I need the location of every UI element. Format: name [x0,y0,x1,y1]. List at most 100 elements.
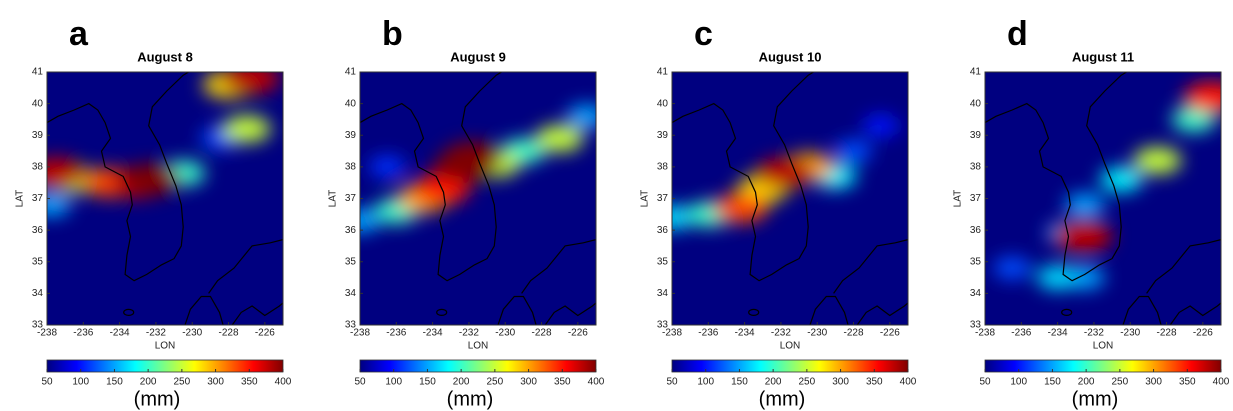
x-axis-label: LON [780,341,801,352]
colorbar-tick-label: 200 [1078,377,1095,388]
rain-cell [1133,147,1182,174]
y-tick-label: 34 [32,288,44,299]
y-axis-label: LAT [640,190,651,208]
x-tick-label: -236 [698,328,718,339]
y-tick-label: 33 [345,320,357,331]
y-tick-label: 37 [657,193,669,204]
panel: c August 10 -238 -236 -234 -232 -230 -228 -226 33… [640,15,917,410]
rain-cell [713,193,769,223]
rain-cell [1053,220,1113,253]
coastline [856,302,908,325]
y-axis-label: LAT [15,190,26,208]
y-tick-label: 38 [345,162,357,173]
y-tick-label: 36 [970,225,982,236]
map-background [360,72,596,325]
panel-letter: d [1007,15,1028,53]
colorbar-tick-label: 250 [799,377,816,388]
panel-title: August 10 [759,49,822,64]
y-tick-label: 41 [32,67,44,78]
colorbar-label: (mm) [1072,388,1119,410]
y-tick-label: 40 [345,98,357,109]
colorbar-tick-label: 100 [72,377,89,388]
y-tick-label: 35 [345,256,357,267]
x-tick-label: -230 [495,328,515,339]
y-tick-label: 40 [657,98,669,109]
coastline [360,72,502,282]
colorbar-tick-label: 400 [900,377,917,388]
colorbar [671,359,909,373]
colorbar-tick-label: 250 [1112,377,1129,388]
x-tick-label: -238 [37,328,57,339]
x-tick-label: -232 [146,328,166,339]
y-tick-label: 36 [32,225,44,236]
colorbar-label: (mm) [759,388,806,410]
x-tick-label: -238 [350,328,370,339]
x-tick-label: -234 [735,328,755,339]
colorbar-tick-label: 300 [520,377,537,388]
colorbar-tick-label: 400 [275,377,292,388]
y-axis-label: LAT [953,190,964,208]
coastline [1169,302,1221,325]
colorbar-tick-label: 200 [140,377,157,388]
x-tick-label: -228 [844,328,864,339]
panel-letter: b [382,15,403,53]
y-tick-label: 35 [970,256,982,267]
rain-cell [834,139,873,163]
coastline [521,239,596,294]
y-tick-label: 37 [32,193,44,204]
y-tick-label: 39 [970,130,982,141]
y-tick-label: 41 [345,67,357,78]
y-tick-label: 36 [657,225,669,236]
rain-cell [120,163,181,196]
rain-blobs [360,104,596,233]
y-tick-label: 36 [345,225,357,236]
panel: b August 9 -238 -236 -234 -232 -230 -228 -226 33 3… [328,15,605,410]
colorbar-tick-label: 50 [666,377,678,388]
colorbar-tick-label: 350 [1179,377,1196,388]
colorbar-tick-label: 100 [697,377,714,388]
colorbar-label: (mm) [447,388,494,410]
x-tick-label: -236 [386,328,406,339]
y-tick-label: 40 [970,98,982,109]
colorbar-tick-label: 50 [41,377,53,388]
x-tick-label: -232 [771,328,791,339]
colorbar-tick-label: 150 [1044,377,1061,388]
y-tick-label: 38 [657,162,669,173]
colorbar-tick-label: 400 [1213,377,1230,388]
x-tick-label: -230 [807,328,827,339]
x-tick-label: -226 [880,328,900,339]
rain-cell [1099,167,1143,192]
y-tick-label: 34 [970,288,982,299]
x-tick-label: -230 [1120,328,1140,339]
coastline [748,308,760,316]
coastline [1122,295,1162,325]
x-tick-label: -232 [1084,328,1104,339]
colorbar-tick-label: 350 [554,377,571,388]
coastline [544,302,596,325]
rain-cell [222,115,271,143]
rain-cell [1036,265,1079,290]
x-tick-label: -228 [1157,328,1177,339]
rain-cell [360,208,380,233]
y-tick-label: 38 [970,162,982,173]
x-tick-label: -232 [459,328,479,339]
coastline [985,72,1127,282]
y-tick-label: 33 [970,320,982,331]
x-axis-label: LON [155,341,176,352]
rain-cell [368,155,406,178]
rain-cell [1171,106,1216,133]
coastline [231,302,283,325]
colorbar-tick-label: 250 [487,377,504,388]
colorbar-tick-label: 200 [453,377,470,388]
rain-cell [535,124,584,152]
x-tick-label: -230 [182,328,202,339]
colorbar-tick-label: 350 [241,377,258,388]
map-background [47,72,283,325]
panel: d August 11 -238 -236 -234 -232 -230 -228 -226 33… [953,15,1230,410]
y-tick-label: 40 [32,98,44,109]
rain-blobs [47,72,280,217]
panel: a August 8 -238 -236 -234 -232 -230 -228 -226 33 3… [15,15,292,410]
x-tick-label: -226 [568,328,588,339]
rain-cell [442,141,503,174]
